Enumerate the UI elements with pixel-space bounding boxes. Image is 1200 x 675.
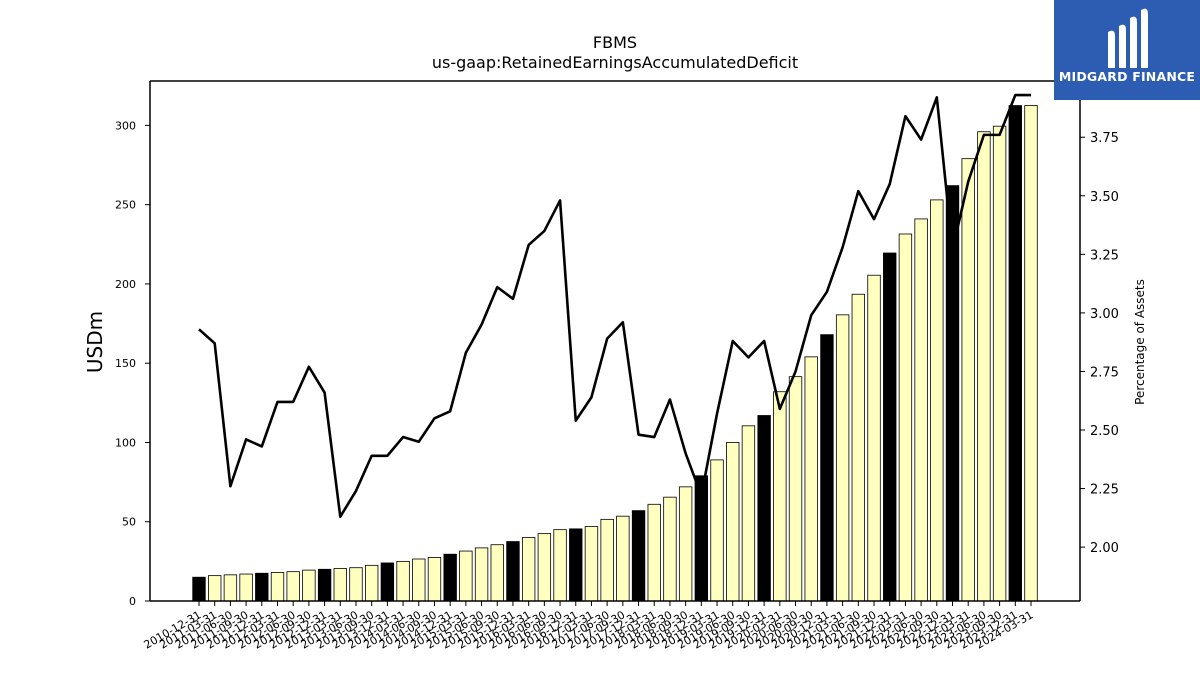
line-series	[198, 93, 1031, 518]
bar	[302, 569, 316, 602]
y-tick-label: 150	[115, 357, 136, 370]
bar	[961, 158, 975, 602]
y2-tick-label: 2.50	[1090, 424, 1119, 439]
y2-tick-label: 3.25	[1090, 248, 1119, 263]
bar	[364, 564, 379, 602]
bar	[773, 391, 787, 602]
chart-title: FBMS	[593, 33, 637, 52]
bar	[459, 550, 473, 602]
y-tick-label: 300	[115, 119, 136, 132]
bar	[537, 533, 552, 602]
bar	[1008, 105, 1022, 602]
y-tick-label: 50	[122, 516, 136, 529]
bar	[192, 576, 206, 602]
y-tick-label: 100	[115, 436, 136, 449]
bar	[317, 568, 332, 602]
bar	[208, 575, 222, 602]
brand-name: MIDGARD FINANCE	[1058, 69, 1196, 84]
brand-logo: MIDGARD FINANCE	[1054, 0, 1200, 100]
bar	[631, 510, 646, 602]
bar	[239, 573, 253, 602]
bar	[914, 218, 928, 602]
chart-subtitle: us-gaap:RetainedEarningsAccumulatedDefic…	[432, 53, 798, 72]
bar	[584, 526, 599, 602]
bar	[992, 125, 1007, 602]
bar-series	[192, 105, 1038, 602]
y2-tick-label: 3.00	[1090, 307, 1119, 322]
bar	[835, 314, 850, 602]
bar	[883, 252, 897, 602]
bar	[710, 459, 724, 602]
bar	[977, 131, 991, 602]
bar	[333, 568, 347, 602]
y-tick-label: 0	[129, 595, 136, 608]
y2-axis-label: Percentage of Assets	[1133, 279, 1147, 405]
bar	[286, 571, 300, 602]
bar	[898, 233, 913, 602]
y2-tick-label: 2.00	[1090, 541, 1119, 556]
bar	[223, 574, 238, 602]
bar	[490, 544, 504, 602]
bar	[788, 376, 803, 602]
series-line	[198, 93, 1031, 518]
bar	[600, 518, 614, 602]
y2-tick-label: 2.75	[1090, 365, 1119, 380]
y-tick-label: 200	[115, 278, 136, 291]
bar	[867, 274, 881, 602]
bar	[349, 567, 363, 602]
y2-tick-label: 2.25	[1090, 483, 1119, 498]
bar	[396, 560, 410, 602]
bar	[804, 356, 818, 602]
bar	[1024, 105, 1038, 602]
y2-tick-label: 3.50	[1090, 190, 1119, 205]
bar	[757, 415, 771, 602]
axes: 0 50 100 150 200 250 300 2.00 2.25 2.50 2.75 3.00 3.…	[115, 80, 1119, 652]
bar	[678, 486, 693, 602]
bar	[521, 537, 536, 602]
midgard-logo-icon	[1108, 8, 1148, 69]
bar	[930, 199, 944, 602]
bar	[443, 553, 457, 602]
bar	[255, 572, 269, 602]
y-tick-label: 250	[115, 199, 136, 212]
bar	[647, 503, 661, 602]
bar	[741, 425, 756, 602]
bar	[569, 528, 583, 602]
y2-tick-label: 3.75	[1090, 131, 1119, 146]
bar	[427, 557, 442, 602]
bar	[506, 541, 520, 602]
bar	[412, 558, 426, 602]
bar	[663, 496, 677, 602]
bar	[380, 562, 395, 602]
bar	[270, 572, 285, 602]
bar	[616, 515, 630, 602]
y-axis-label: USDm	[83, 311, 107, 373]
bar	[820, 334, 834, 602]
bar	[474, 547, 489, 602]
bar	[553, 529, 567, 602]
bar	[726, 442, 740, 602]
bar	[851, 293, 865, 602]
